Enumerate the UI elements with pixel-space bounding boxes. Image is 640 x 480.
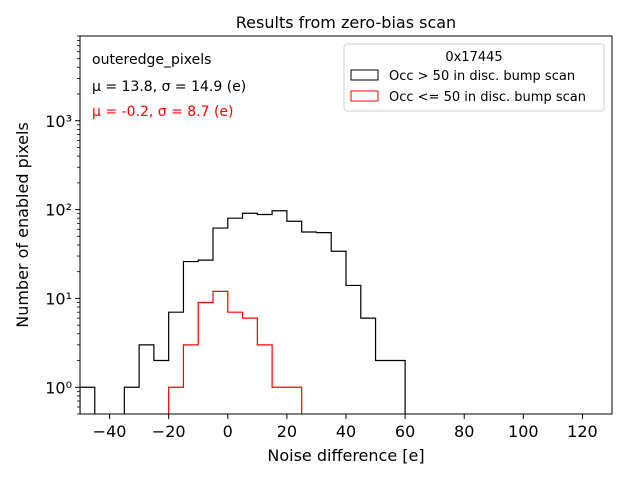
legend-title: 0x17445 [445,50,502,65]
legend-box [343,43,605,112]
x-tick-label: −20 [152,422,186,441]
x-tick-label: 100 [508,422,539,441]
x-tick-label: 60 [395,422,415,441]
y-tick-label: 10³ [45,112,72,131]
x-axis: −40 −20 0 20 40 60 80 100 120 [93,414,598,441]
chart-title: Results from zero-bias scan [236,13,456,32]
x-tick-label: 80 [454,422,474,441]
histogram-series-red [168,290,303,414]
legend: 0x17445 Occ > 50 in disc. bump scan Occ … [343,43,605,112]
legend-label-black: Occ > 50 in disc. bump scan [389,69,575,84]
legend-label-red: Occ <= 50 in disc. bump scan [389,90,586,105]
y-tick-label: 10² [45,201,72,220]
x-tick-label: 40 [336,422,356,441]
y-axis-label: Number of enabled pixels [13,122,32,328]
annotation-name: outeredge_pixels [92,52,211,68]
x-axis-label: Noise difference [e] [267,446,424,465]
legend-swatch-black [350,69,379,81]
x-tick-label: 0 [223,422,233,441]
y-axis: 10⁰ 10¹ 10² 10³ [45,35,80,415]
legend-swatch-red [350,90,379,102]
x-tick-label: −40 [93,422,127,441]
annotation-stats-red: μ = -0.2, σ = 8.7 (e) [92,104,234,120]
x-tick-label: 120 [567,422,598,441]
annotation-stats-black: μ = 13.8, σ = 14.9 (e) [92,79,246,95]
y-tick-label: 10¹ [45,289,72,308]
plot-area [80,210,406,414]
y-tick-label: 10⁰ [45,378,72,397]
x-tick-label: 20 [277,422,297,441]
histogram-series-black [80,210,406,414]
